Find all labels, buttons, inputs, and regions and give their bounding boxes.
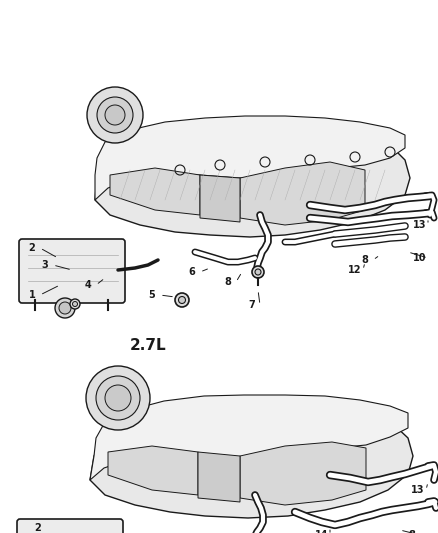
- Polygon shape: [240, 162, 365, 225]
- FancyBboxPatch shape: [17, 519, 123, 533]
- Polygon shape: [240, 442, 366, 505]
- Circle shape: [252, 266, 264, 278]
- Text: 6: 6: [189, 267, 195, 277]
- Circle shape: [55, 298, 75, 318]
- Circle shape: [255, 269, 261, 275]
- Circle shape: [59, 302, 71, 314]
- Polygon shape: [110, 168, 200, 215]
- Text: 7: 7: [249, 300, 255, 310]
- Circle shape: [105, 385, 131, 411]
- Circle shape: [97, 97, 133, 133]
- Text: 5: 5: [148, 290, 155, 300]
- Polygon shape: [108, 446, 198, 495]
- Polygon shape: [95, 118, 410, 237]
- Text: 1: 1: [28, 290, 35, 300]
- Circle shape: [70, 299, 80, 309]
- Text: 4: 4: [85, 280, 92, 290]
- Polygon shape: [200, 175, 240, 222]
- Text: 14: 14: [315, 530, 329, 533]
- Text: 2: 2: [28, 243, 35, 253]
- Circle shape: [175, 293, 189, 307]
- Text: 8: 8: [409, 530, 415, 533]
- Circle shape: [73, 302, 78, 306]
- FancyBboxPatch shape: [19, 239, 125, 303]
- Text: 3: 3: [42, 260, 48, 270]
- Text: 13: 13: [411, 485, 425, 495]
- Circle shape: [87, 87, 143, 143]
- Text: 2: 2: [35, 523, 41, 533]
- Circle shape: [86, 366, 150, 430]
- Polygon shape: [95, 116, 405, 200]
- Text: 8: 8: [361, 255, 368, 265]
- Circle shape: [105, 105, 125, 125]
- Text: 12: 12: [348, 265, 362, 275]
- Text: 13: 13: [413, 220, 427, 230]
- Text: 10: 10: [413, 253, 427, 263]
- Polygon shape: [198, 452, 240, 502]
- Polygon shape: [90, 395, 408, 480]
- Circle shape: [96, 376, 140, 420]
- Circle shape: [179, 296, 186, 303]
- Text: 2.7L: 2.7L: [130, 337, 166, 352]
- Polygon shape: [90, 397, 413, 518]
- Text: 8: 8: [225, 277, 231, 287]
